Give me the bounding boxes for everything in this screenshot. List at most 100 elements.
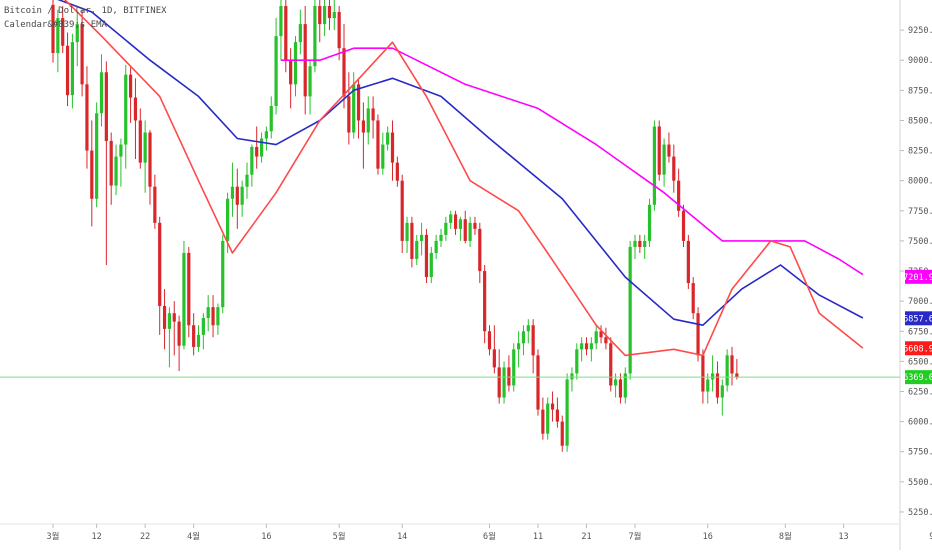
- candle-body: [594, 331, 598, 344]
- candle-body: [274, 36, 278, 107]
- candle-body: [589, 343, 593, 350]
- y-tick-label: 6750.0: [908, 327, 932, 337]
- candle-body: [129, 74, 133, 98]
- candle-body: [337, 12, 341, 49]
- candle-body: [284, 6, 288, 61]
- candle-body: [327, 6, 332, 19]
- candle-body: [701, 355, 705, 392]
- candle-body: [720, 385, 724, 398]
- x-tick-label: 14: [397, 532, 407, 542]
- candle-body: [686, 240, 690, 284]
- candle-body: [85, 84, 89, 151]
- candle-body: [643, 240, 647, 247]
- candle-body: [555, 409, 559, 422]
- candle-body: [638, 240, 642, 247]
- x-tick-label: 16: [703, 532, 713, 542]
- ema-line: [280, 47, 864, 276]
- x-tick-label: 6월: [483, 531, 496, 542]
- candle-body: [264, 131, 268, 139]
- x-tick-label: 7월: [629, 531, 642, 542]
- candle-body: [109, 140, 113, 186]
- candle-body: [410, 222, 414, 259]
- candle-body: [492, 349, 496, 368]
- candle-body: [148, 132, 152, 187]
- candle-body: [681, 210, 686, 241]
- candle-body: [652, 126, 656, 205]
- candle-body: [730, 355, 734, 374]
- ema-line: [63, 0, 864, 357]
- candle-body: [187, 252, 191, 326]
- candle-body: [124, 74, 128, 145]
- y-tick-label: 8750.0: [908, 86, 932, 96]
- x-tick-label: 3월: [47, 531, 60, 542]
- price-badge: [905, 269, 932, 284]
- y-tick-label: 9250.0: [908, 26, 932, 36]
- candle-body: [735, 373, 739, 378]
- candles-group: [51, 0, 739, 452]
- candle-body: [512, 349, 516, 386]
- candle-body: [487, 331, 492, 350]
- candle-body: [623, 373, 627, 398]
- price-badge-label: 6857.6: [903, 314, 932, 324]
- candle-body: [289, 60, 293, 85]
- price-badge: [905, 311, 932, 326]
- x-tick-label: 13: [838, 532, 848, 542]
- candle-body: [182, 252, 186, 346]
- candle-body: [381, 144, 385, 169]
- candle-body: [51, 4, 55, 54]
- candle-body: [95, 113, 99, 199]
- candle-body: [541, 409, 545, 434]
- candle-body: [449, 214, 453, 223]
- candle-body: [526, 325, 530, 332]
- y-tick-label: 7500.0: [908, 237, 932, 247]
- candle-body: [104, 72, 108, 141]
- candle-body: [226, 198, 230, 241]
- candle-body: [167, 313, 171, 329]
- candle-body: [507, 367, 511, 386]
- y-tick-label: 8250.0: [908, 147, 932, 157]
- candle-body: [618, 379, 623, 398]
- candle-body: [400, 180, 404, 241]
- candle-body: [70, 42, 74, 96]
- candle-body: [196, 334, 201, 347]
- candle-body: [356, 84, 361, 121]
- candle-body: [691, 283, 695, 314]
- candle-body: [677, 180, 681, 211]
- candle-body: [318, 6, 322, 25]
- candle-body: [250, 146, 254, 175]
- candle-body: [90, 150, 94, 199]
- candle-body: [240, 186, 244, 205]
- candle-body: [580, 343, 584, 350]
- x-tick-label: 21: [581, 532, 591, 542]
- candle-body: [395, 162, 399, 181]
- candle-body: [347, 96, 351, 133]
- candle-body: [162, 305, 167, 329]
- candle-body: [245, 174, 249, 187]
- y-tick-label: 6000.0: [908, 418, 932, 428]
- candle-body: [715, 373, 720, 398]
- y-tick-label: 6250.0: [908, 387, 932, 397]
- candle-body: [211, 307, 215, 326]
- candle-body: [531, 325, 535, 356]
- candle-body: [352, 84, 356, 133]
- candle-body: [672, 156, 676, 181]
- candle-body: [221, 240, 225, 308]
- candle-body: [323, 6, 327, 25]
- price-badge-label: 7201.9: [903, 273, 932, 283]
- candle-body: [56, 18, 60, 54]
- candle-body: [342, 48, 346, 97]
- candle-body: [201, 318, 205, 335]
- y-tick-label: 9000.0: [908, 56, 932, 66]
- candle-body: [453, 214, 458, 229]
- candle-body: [521, 331, 526, 344]
- candle-body: [647, 204, 652, 241]
- candle-body: [279, 6, 283, 37]
- candle-body: [429, 252, 433, 278]
- candle-body: [546, 403, 550, 434]
- candle-body: [138, 120, 142, 163]
- price-badge-label: 6369.0: [903, 373, 932, 383]
- candle-body: [434, 240, 438, 253]
- candle-body: [711, 373, 715, 380]
